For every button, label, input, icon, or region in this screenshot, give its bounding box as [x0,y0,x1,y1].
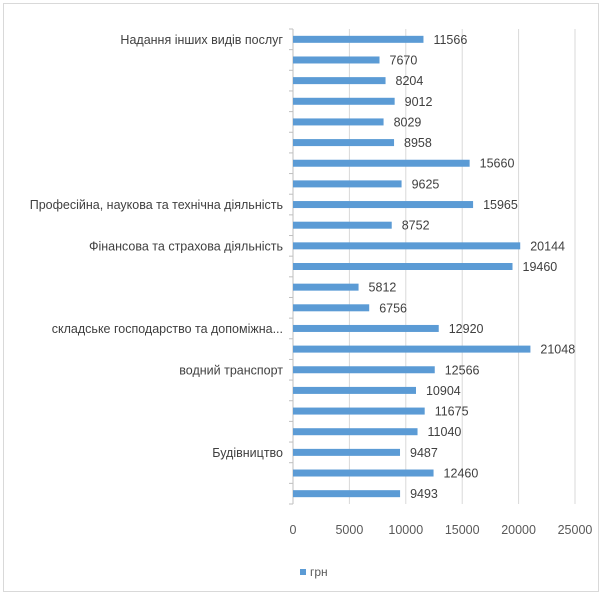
data-label: 8752 [402,219,430,233]
bar [293,366,435,374]
bar [293,448,401,456]
bar [293,201,474,209]
bar [293,77,386,85]
bar [293,180,402,188]
data-label: 11675 [435,405,469,419]
bar [293,304,370,312]
data-label: 9012 [405,95,433,109]
category-label: водний транспорт [179,363,283,377]
x-tick-label: 10000 [388,523,423,537]
bar [293,469,434,477]
data-label: 8958 [404,136,432,150]
data-label: 8204 [396,74,424,88]
legend-swatch [300,569,306,575]
bar [293,97,395,105]
bar [293,139,395,147]
bar [293,242,521,250]
data-label: 20144 [530,239,565,253]
category-label: Надання інших видів послуг [120,33,283,47]
x-tick-label: 15000 [445,523,480,537]
data-label: 12460 [444,467,479,481]
data-label: 9487 [410,446,438,460]
data-label: 9493 [410,487,438,501]
data-label: 8029 [394,115,422,129]
category-label: Фінансова та страхова діяльність [89,239,283,253]
bar [293,56,380,64]
data-label: 7670 [390,53,418,67]
bar [293,345,531,353]
bar [293,283,359,291]
data-label: 15660 [480,157,515,171]
bar [293,490,401,498]
bar [293,428,418,436]
x-tick-label: 0 [290,523,297,537]
legend: грн [300,565,328,579]
data-label: 19460 [523,260,558,274]
data-label: 11040 [428,425,462,439]
data-label: 10904 [426,384,461,398]
data-label: 12920 [449,322,484,336]
category-label: складське господарство та допоміжна... [52,322,283,336]
data-label: 5812 [369,281,397,295]
data-label: 9625 [412,177,440,191]
data-label: 21048 [540,343,575,357]
bar [293,159,470,167]
x-tick-label: 20000 [501,523,536,537]
bar-chart: 0 5000 10000 15000 20000 25000 11566 Надання ін… [30,28,593,579]
bar [293,118,384,126]
x-tick-label: 5000 [335,523,363,537]
data-label: 15965 [483,198,518,212]
data-label: 6756 [379,301,407,315]
legend-label: грн [310,565,328,579]
category-label: Професійна, наукова та технічна діяльніс… [30,198,283,212]
bar [293,407,425,415]
bar [293,263,513,270]
bar [293,221,392,229]
data-label: 12566 [445,363,480,377]
category-label: Будівництво [212,446,283,460]
bar [293,35,424,43]
data-label: 11566 [433,33,467,47]
bar [293,324,439,332]
bar [293,386,416,394]
chart-frame: 0 5000 10000 15000 20000 25000 11566 Надання ін… [3,3,599,592]
x-tick-label: 25000 [558,523,593,537]
